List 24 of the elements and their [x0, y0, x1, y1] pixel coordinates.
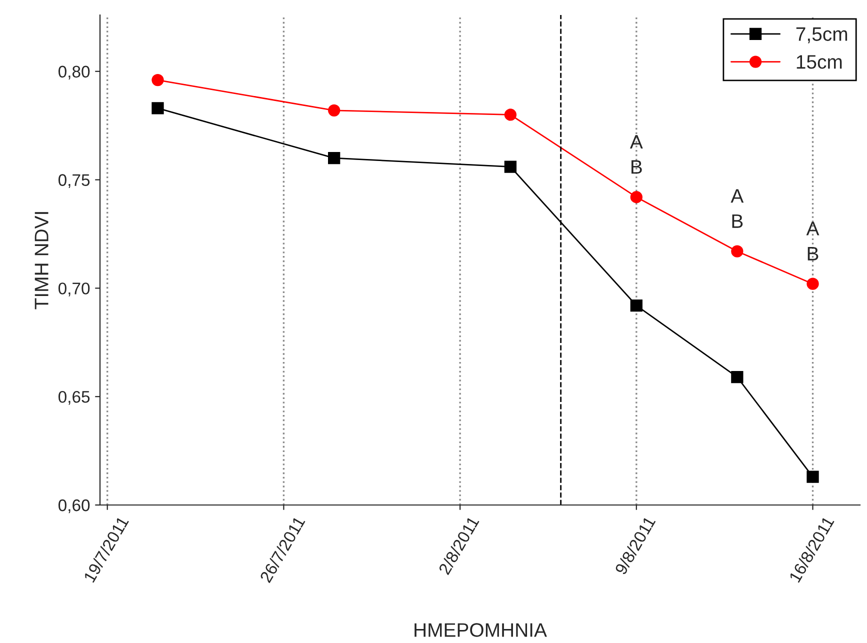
point [731, 245, 744, 258]
y-tick-label: 0,70 [58, 282, 90, 296]
annotation: A B [730, 189, 744, 228]
point [806, 470, 819, 483]
point [328, 152, 340, 164]
y-tick-label: 0,60 [58, 499, 90, 514]
y-tick-label: 0,75 [58, 174, 90, 188]
annotation: A B [630, 135, 643, 174]
legend-label: 15cm [796, 55, 842, 69]
y-tick-label: 0,80 [58, 66, 90, 80]
point [806, 278, 819, 290]
x-axis-title: ΗΜΕΡΟΜΗΝΙΑ [414, 623, 547, 637]
point [328, 104, 340, 116]
legend-label: 7,5cm [796, 27, 848, 44]
point [152, 74, 164, 86]
point [152, 102, 164, 114]
point [731, 371, 744, 384]
point [630, 191, 642, 204]
point [630, 299, 642, 312]
point [504, 108, 517, 121]
y-axis-title: ΤΙΜΗ NDVI [34, 212, 48, 310]
annotation: A B [806, 222, 820, 260]
y-tick-label: 0,65 [58, 390, 90, 405]
point [504, 160, 517, 173]
